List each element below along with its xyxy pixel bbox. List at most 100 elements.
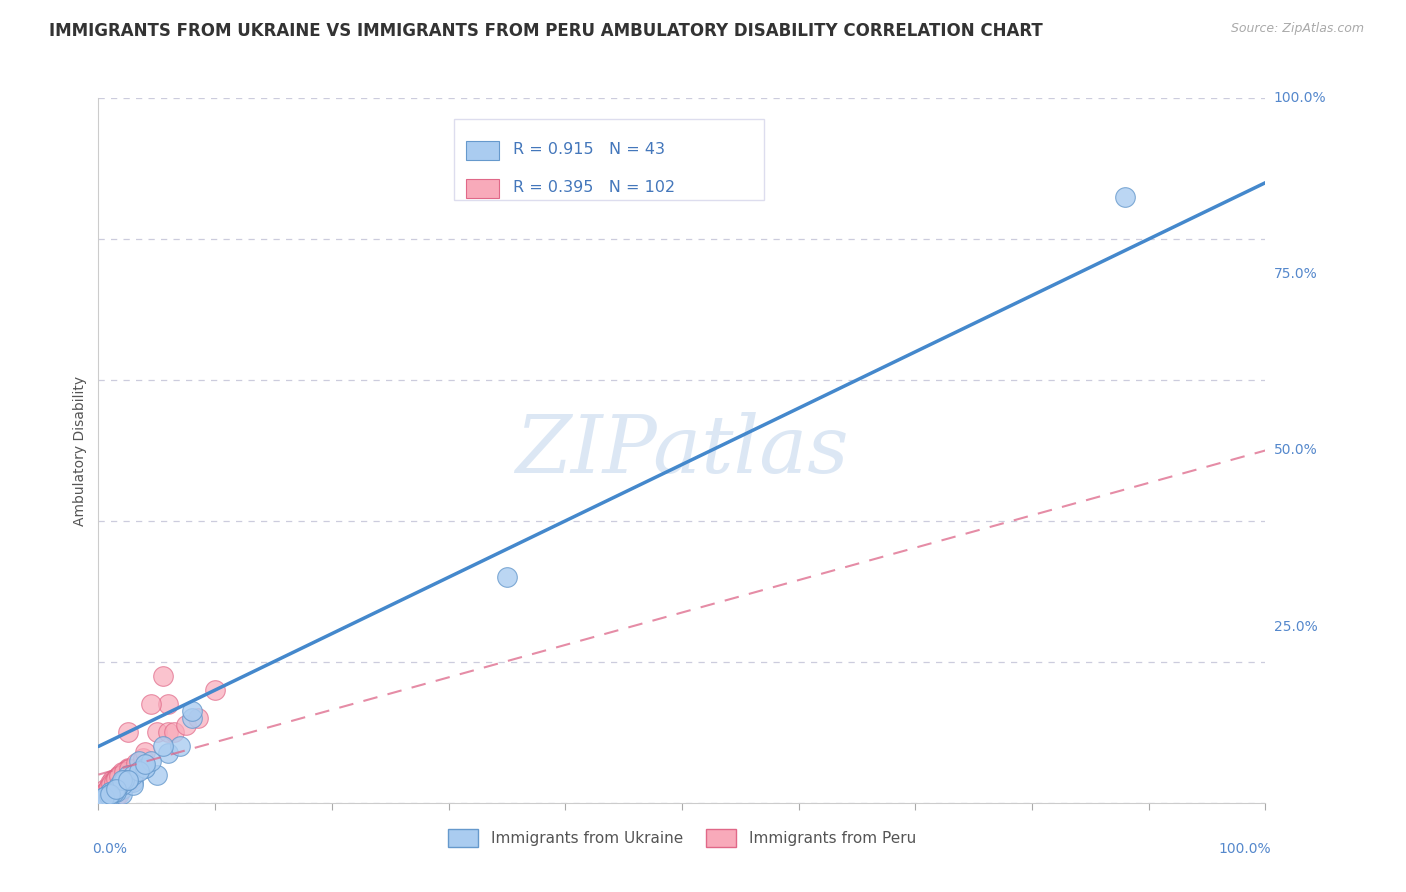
Point bbox=[91, 790, 114, 805]
Point bbox=[93, 790, 115, 805]
Text: 75.0%: 75.0% bbox=[1274, 268, 1317, 281]
Point bbox=[120, 767, 142, 781]
Point bbox=[152, 669, 174, 683]
Point bbox=[91, 790, 114, 805]
Point bbox=[122, 778, 145, 792]
Y-axis label: Ambulatory Disability: Ambulatory Disability bbox=[73, 376, 87, 525]
Point bbox=[169, 739, 191, 754]
Point bbox=[90, 791, 112, 805]
Point bbox=[91, 790, 114, 805]
Text: 0.0%: 0.0% bbox=[93, 841, 128, 855]
Point bbox=[496, 570, 519, 584]
Point bbox=[125, 764, 148, 779]
Point bbox=[157, 697, 180, 711]
Point bbox=[120, 773, 142, 788]
Point bbox=[98, 788, 121, 802]
Point bbox=[97, 788, 120, 802]
Point bbox=[132, 750, 155, 764]
Point bbox=[104, 790, 127, 805]
Bar bbox=[465, 141, 499, 161]
Point bbox=[97, 788, 120, 802]
Point bbox=[117, 767, 139, 781]
Point bbox=[101, 776, 124, 790]
Text: IMMIGRANTS FROM UKRAINE VS IMMIGRANTS FROM PERU AMBULATORY DISABILITY CORRELATIO: IMMIGRANTS FROM UKRAINE VS IMMIGRANTS FR… bbox=[49, 22, 1043, 40]
Point bbox=[134, 760, 156, 774]
Point bbox=[134, 757, 156, 772]
Point bbox=[139, 697, 162, 711]
Point bbox=[111, 767, 134, 781]
Point bbox=[107, 773, 129, 788]
Point bbox=[111, 767, 134, 781]
Point bbox=[100, 780, 122, 795]
Point bbox=[152, 739, 174, 754]
Point bbox=[112, 764, 135, 779]
Point bbox=[139, 754, 162, 768]
Point bbox=[104, 781, 127, 796]
Point bbox=[98, 784, 121, 798]
Point bbox=[94, 784, 117, 798]
Point bbox=[90, 793, 112, 807]
Point bbox=[98, 784, 121, 798]
Point bbox=[105, 776, 128, 790]
Point bbox=[96, 783, 118, 797]
Point bbox=[111, 778, 134, 792]
Point bbox=[91, 790, 114, 805]
Point bbox=[108, 767, 131, 781]
Text: 100.0%: 100.0% bbox=[1219, 841, 1271, 855]
Point bbox=[157, 747, 180, 761]
Point bbox=[97, 785, 120, 799]
Point bbox=[132, 759, 155, 773]
Point bbox=[97, 788, 120, 802]
Point bbox=[98, 785, 121, 799]
Point bbox=[96, 786, 118, 800]
Point bbox=[93, 790, 115, 805]
Point bbox=[111, 788, 134, 802]
Point bbox=[98, 781, 121, 796]
Text: 100.0%: 100.0% bbox=[1274, 91, 1326, 105]
Point bbox=[90, 790, 112, 805]
Point bbox=[111, 764, 134, 779]
Point bbox=[105, 773, 128, 788]
Point bbox=[117, 762, 139, 776]
Point bbox=[104, 772, 127, 786]
Point bbox=[91, 790, 114, 805]
Point bbox=[98, 788, 121, 802]
Point bbox=[98, 778, 121, 792]
Text: R = 0.915   N = 43: R = 0.915 N = 43 bbox=[513, 142, 665, 157]
Point bbox=[122, 767, 145, 781]
Point bbox=[118, 762, 141, 776]
Point bbox=[112, 773, 135, 788]
Point bbox=[94, 788, 117, 802]
Point bbox=[146, 767, 169, 781]
Point bbox=[134, 760, 156, 774]
Point bbox=[93, 790, 115, 805]
Point bbox=[117, 776, 139, 790]
Point bbox=[94, 788, 117, 802]
Point bbox=[93, 794, 115, 808]
Point bbox=[117, 773, 139, 788]
Point bbox=[97, 789, 120, 803]
Point bbox=[104, 771, 127, 785]
Point bbox=[94, 786, 117, 800]
Point bbox=[98, 779, 121, 793]
Point bbox=[101, 773, 124, 788]
Point bbox=[174, 718, 197, 732]
Point bbox=[103, 779, 125, 793]
Text: R = 0.395   N = 102: R = 0.395 N = 102 bbox=[513, 180, 675, 195]
Point bbox=[163, 725, 186, 739]
Point bbox=[110, 773, 132, 788]
Point bbox=[101, 781, 124, 796]
Text: Source: ZipAtlas.com: Source: ZipAtlas.com bbox=[1230, 22, 1364, 36]
Point bbox=[101, 779, 124, 793]
Point bbox=[94, 781, 117, 796]
Point bbox=[101, 781, 124, 796]
Point bbox=[103, 784, 125, 798]
Point bbox=[122, 767, 145, 781]
Point bbox=[97, 784, 120, 798]
Point bbox=[91, 790, 114, 805]
Point bbox=[96, 784, 118, 798]
Point bbox=[157, 725, 180, 739]
Legend: Immigrants from Ukraine, Immigrants from Peru: Immigrants from Ukraine, Immigrants from… bbox=[440, 822, 924, 855]
Point bbox=[90, 790, 112, 805]
Point bbox=[132, 756, 155, 771]
